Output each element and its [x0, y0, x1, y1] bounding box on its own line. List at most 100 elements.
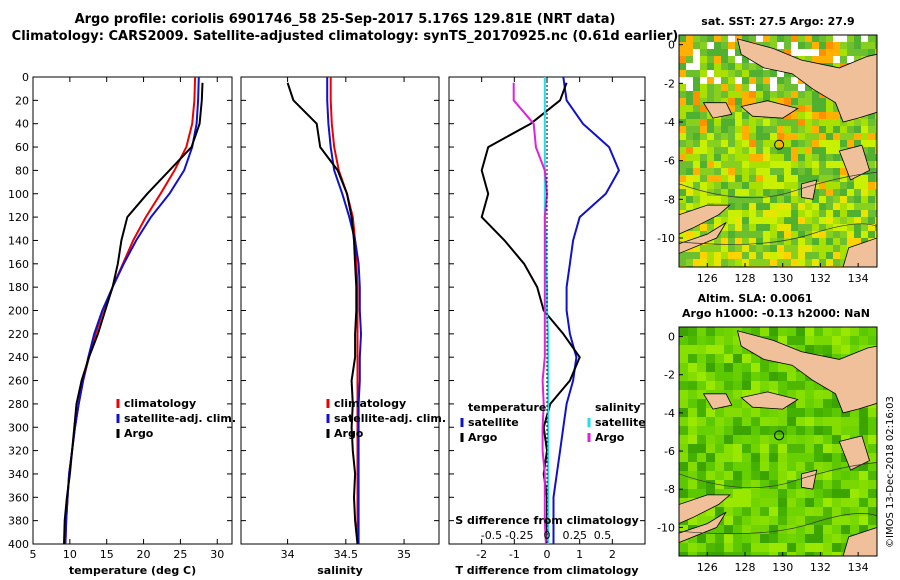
sst_map-cell [756, 98, 763, 105]
sla_map-cell [724, 543, 733, 552]
sst_map-cell [707, 196, 714, 203]
sst_map-cell [707, 245, 714, 252]
sst_map-cell [798, 35, 805, 42]
sst_map-cell [700, 77, 707, 84]
sst_map-cell [693, 252, 700, 259]
sst_map-cell [686, 231, 693, 238]
sst_map-cell [805, 217, 812, 224]
sst_map-cell [735, 189, 742, 196]
sst_map-cell [700, 91, 707, 98]
sst_map-cell [840, 56, 847, 63]
sst_map-cell [798, 112, 805, 119]
sst_map-cell [833, 126, 840, 133]
sla_map-cell [679, 480, 688, 489]
sla_map-cell [760, 363, 769, 372]
sst_map-cell [686, 182, 693, 189]
sst_map-cell [847, 126, 854, 133]
sst_map-cell [805, 259, 812, 266]
sst_map-xtick-label: 126 [697, 272, 718, 285]
sla_map-cell [751, 453, 760, 462]
sla_map-cell [832, 399, 841, 408]
sla_map-cell [715, 525, 724, 534]
sla_map-cell [859, 435, 868, 444]
sla_map-cell [769, 480, 778, 489]
sst_map-cell [707, 182, 714, 189]
sst_map-cell [819, 119, 826, 126]
sst_map-cell [763, 238, 770, 245]
sla_map-cell [688, 336, 697, 345]
sla_map-cell [751, 435, 760, 444]
sst_map-cell [826, 217, 833, 224]
sst_map-cell [770, 98, 777, 105]
sst_map-cell [686, 112, 693, 119]
sla_map-cell [706, 462, 715, 471]
sla_map-cell [679, 462, 688, 471]
sst_map-cell [875, 154, 877, 161]
sst_map-cell [679, 63, 686, 70]
sst_map-cell [819, 112, 826, 119]
sst_map-cell [826, 196, 833, 203]
sla_map-cell [706, 489, 715, 498]
salinity-frame [240, 76, 440, 545]
sla_map-cell [760, 453, 769, 462]
sst_map-cell [826, 105, 833, 112]
sst_map-cell [777, 133, 784, 140]
sst_map-cell [784, 140, 791, 147]
sst_map-cell [826, 140, 833, 147]
sst_map-cell [693, 259, 700, 266]
sst_map-cell [854, 196, 861, 203]
sst_map-cell [770, 245, 777, 252]
sst_map-cell [686, 98, 693, 105]
sla_map-cell [868, 471, 877, 480]
sla_map-cell [796, 327, 805, 336]
sst_map-cell [770, 182, 777, 189]
temperature-legend-label: Argo [124, 427, 154, 440]
sst_map-cell [763, 154, 770, 161]
sst_map-cell [770, 126, 777, 133]
sst_map-cell [847, 238, 854, 245]
sst_map-cell [714, 63, 721, 70]
sst_map-cell [707, 154, 714, 161]
sla_map-cell [805, 444, 814, 453]
sst_map-land [842, 237, 877, 267]
sst_map-cell [861, 203, 868, 210]
sla_map-cell [760, 435, 769, 444]
sst_map-cell [679, 84, 686, 91]
sst_map-cell [840, 42, 847, 49]
sla_map-cell [688, 417, 697, 426]
sla_map-cell [706, 417, 715, 426]
sla_map-cell [787, 489, 796, 498]
sst_map-cell [728, 259, 735, 266]
sla_map-cell [742, 408, 751, 417]
sst_map-cell [805, 133, 812, 140]
sst_map-cell [721, 224, 728, 231]
sst_map-cell [847, 196, 854, 203]
sst_map-cell [756, 63, 763, 70]
sst_map-cell [840, 133, 847, 140]
sla_map-cell [814, 462, 823, 471]
sla_map-cell [733, 552, 742, 556]
sla_map-cell [697, 534, 706, 543]
sst_map-cell [686, 126, 693, 133]
difference-xtick-label: 0 [544, 548, 551, 561]
sst_map-cell [763, 42, 770, 49]
sst_map-cell [833, 35, 840, 42]
series-t-satellite [552, 76, 620, 544]
sst_map-cell [679, 105, 686, 112]
sst_map-cell [714, 35, 721, 42]
sla_map-cell [733, 525, 742, 534]
sst_map-cell [714, 196, 721, 203]
sst_map-cell [875, 231, 877, 238]
sst_map-cell [798, 217, 805, 224]
sst_map-cell [777, 35, 784, 42]
sla_map-cell [742, 507, 751, 516]
sst_map-cell [756, 70, 763, 77]
sst_map-cell [693, 49, 700, 56]
sla_map-cell [751, 444, 760, 453]
sst_map-cell [868, 231, 875, 238]
sla_map-cell [751, 516, 760, 525]
sst_map-cell [840, 231, 847, 238]
sst_map-cell [868, 112, 875, 119]
sla_map-cell [733, 345, 742, 354]
